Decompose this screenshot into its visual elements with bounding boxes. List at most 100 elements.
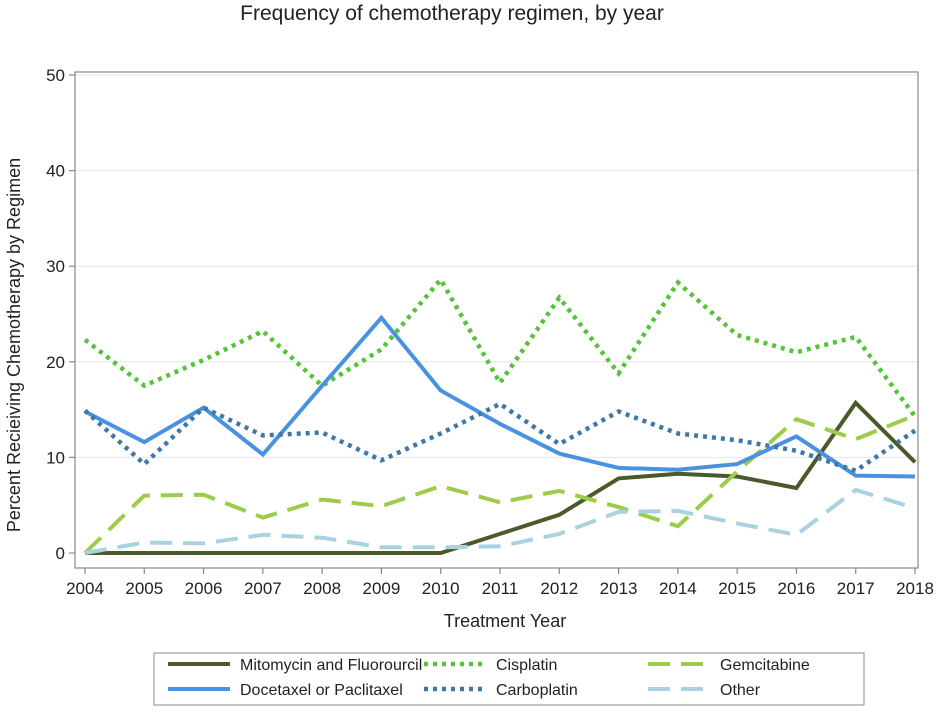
data-point [440, 389, 442, 391]
series-line [83, 275, 917, 418]
grid-lines [75, 74, 918, 458]
x-tick-label: 2013 [600, 579, 638, 598]
x-tick-label: 2009 [363, 579, 401, 598]
data-point [617, 511, 619, 513]
data-point [143, 541, 145, 543]
data-point [262, 434, 264, 436]
legend-label: Gemcitabine [720, 657, 810, 674]
series-carboplatin [83, 401, 917, 474]
data-point [202, 542, 204, 544]
x-tick-label: 2010 [422, 579, 460, 598]
data-point [321, 498, 323, 500]
y-tick-label: 50 [46, 66, 65, 85]
data-point [795, 487, 797, 489]
data-point [736, 475, 738, 477]
x-tick-label: 2017 [837, 579, 875, 598]
data-point [617, 506, 619, 508]
data-point [736, 522, 738, 524]
y-tick-label: 20 [46, 353, 65, 372]
data-point [84, 339, 86, 341]
legend-item: Docetaxel or Paclitaxel [168, 682, 403, 699]
data-point [84, 552, 86, 554]
x-tick-label: 2015 [718, 579, 756, 598]
legend-label: Cisplatin [496, 657, 557, 674]
data-point [499, 501, 501, 503]
x-tick-label: 2014 [659, 579, 697, 598]
series-docetaxel-or-paclitaxel [84, 314, 916, 479]
data-point [440, 485, 442, 487]
data-point [440, 546, 442, 548]
data-point [262, 552, 264, 554]
data-point [380, 546, 382, 548]
legend-item: Other [648, 682, 761, 699]
data-point [143, 494, 145, 496]
data-point [795, 450, 797, 452]
legend-item: Carboplatin [424, 682, 578, 699]
legend-item: Cisplatin [424, 657, 557, 674]
axes [74, 71, 919, 569]
data-point [558, 443, 560, 445]
data-point [677, 469, 679, 471]
x-tick-label: 2005 [125, 579, 163, 598]
legend: Mitomycin and Fluorourcil Cisplatin Gemcit… [153, 652, 865, 706]
x-axis-ticks: 2004 2005 2006 2007 2008 2009 2010 2011 2012 2013… [66, 568, 934, 598]
legend-box [153, 652, 865, 706]
data-point [321, 431, 323, 433]
y-tick-label: 30 [46, 257, 65, 276]
series-other [84, 487, 916, 555]
data-point [855, 402, 857, 404]
legend-label: Carboplatin [496, 682, 578, 699]
data-point [677, 472, 679, 474]
legend-item: Mitomycin and Fluorourcil [168, 657, 422, 674]
data-point [321, 385, 323, 387]
data-point [677, 281, 679, 283]
data-point [914, 414, 916, 416]
x-tick-label: 2016 [778, 579, 816, 598]
series-line [83, 413, 916, 555]
data-point [380, 505, 382, 507]
data-point [499, 545, 501, 547]
data-point [202, 406, 204, 408]
data-point [499, 533, 501, 535]
series-mitomycin-and-fluorourcil [85, 399, 917, 555]
series-line [84, 314, 916, 479]
series-gemcitabine [83, 413, 916, 555]
plot-frame [74, 71, 919, 569]
x-tick-label: 2004 [66, 579, 104, 598]
data-point [380, 348, 382, 350]
data-point [914, 507, 916, 509]
data-point [499, 382, 501, 384]
data-point [440, 552, 442, 554]
data-point [855, 438, 857, 440]
y-axis-ticks: 0 10 20 30 40 50 [46, 66, 75, 563]
data-point [202, 359, 204, 361]
data-point [795, 418, 797, 420]
data-point [558, 533, 560, 535]
data-point [262, 453, 264, 455]
data-point [380, 459, 382, 461]
legend-label: Docetaxel or Paclitaxel [240, 682, 403, 699]
y-tick-label: 10 [46, 448, 65, 467]
data-point [143, 552, 145, 554]
data-point [736, 439, 738, 441]
data-point [321, 552, 323, 554]
data-point [143, 385, 145, 387]
data-point [617, 372, 619, 374]
data-point [262, 534, 264, 536]
data-point [202, 552, 204, 554]
data-point [795, 351, 797, 353]
data-point [855, 470, 857, 472]
x-axis-title: Treatment Year [444, 611, 566, 631]
data-point [558, 514, 560, 516]
x-tick-label: 2006 [185, 579, 223, 598]
x-tick-label: 2011 [482, 579, 519, 598]
data-point [617, 410, 619, 412]
x-tick-label: 2007 [244, 579, 282, 598]
x-tick-label: 2008 [303, 579, 341, 598]
series-line [84, 487, 916, 555]
series-lines [83, 275, 917, 555]
data-point [499, 403, 501, 405]
y-tick-label: 40 [46, 162, 65, 181]
data-point [617, 467, 619, 469]
data-point [202, 493, 204, 495]
